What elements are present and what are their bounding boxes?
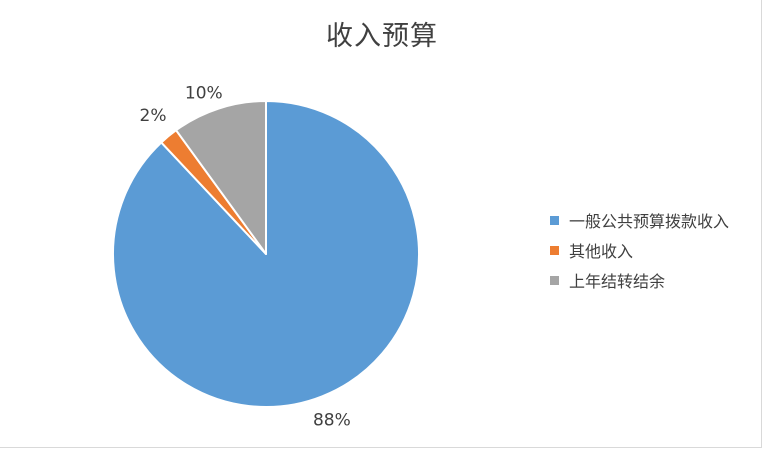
legend-item-other-income: 其他收入	[550, 235, 760, 265]
legend-label-general-budget: 一般公共预算拨款收入	[569, 212, 730, 231]
legend-item-carryover: 上年结转结余	[550, 265, 760, 295]
slice-carryover	[175, 100, 267, 255]
label-other-income: 2%	[140, 106, 167, 126]
legend-swatch-carryover	[550, 275, 559, 285]
legend-swatch-other-income	[550, 245, 559, 255]
label-general-budget: 88%	[313, 410, 351, 430]
chart-title: 收入预算	[326, 21, 438, 52]
label-carryover: 10%	[185, 83, 223, 103]
legend: 一般公共预算拨款收入 其他收入 上年结转结余	[550, 205, 760, 295]
legend-label-carryover: 上年结转结余	[569, 272, 666, 291]
legend-item-general-budget: 一般公共预算拨款收入	[550, 205, 760, 235]
legend-label-other-income: 其他收入	[569, 242, 634, 261]
legend-swatch-general-budget	[550, 215, 559, 225]
